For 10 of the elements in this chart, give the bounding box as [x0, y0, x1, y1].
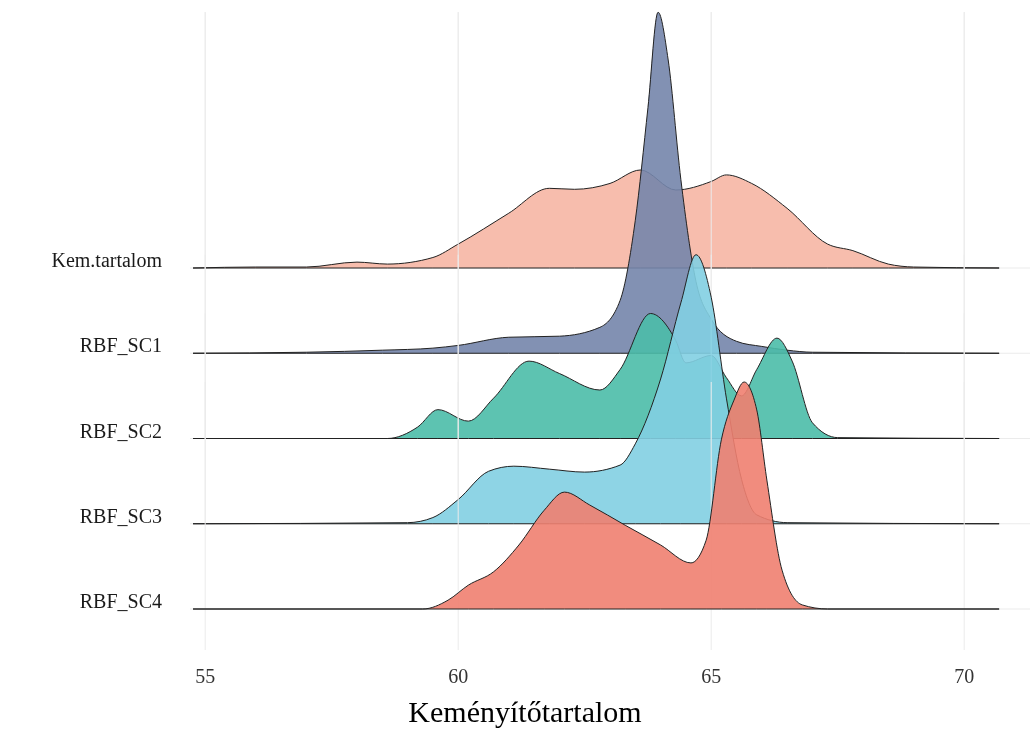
series-label: RBF_SC2 [79, 419, 162, 442]
x-tick-label: 65 [701, 665, 722, 687]
series-label: RBF_SC3 [79, 504, 162, 527]
x-tick-label: 55 [195, 665, 216, 687]
series-label: RBF_SC4 [79, 590, 162, 612]
series-label: Kem.tartalom [51, 249, 163, 271]
x-tick-label: 60 [448, 665, 469, 687]
x-axis-title: Keményítőtartalom [408, 695, 642, 728]
series-label: RBF_SC1 [79, 334, 162, 357]
x-tick-label: 70 [954, 665, 975, 687]
